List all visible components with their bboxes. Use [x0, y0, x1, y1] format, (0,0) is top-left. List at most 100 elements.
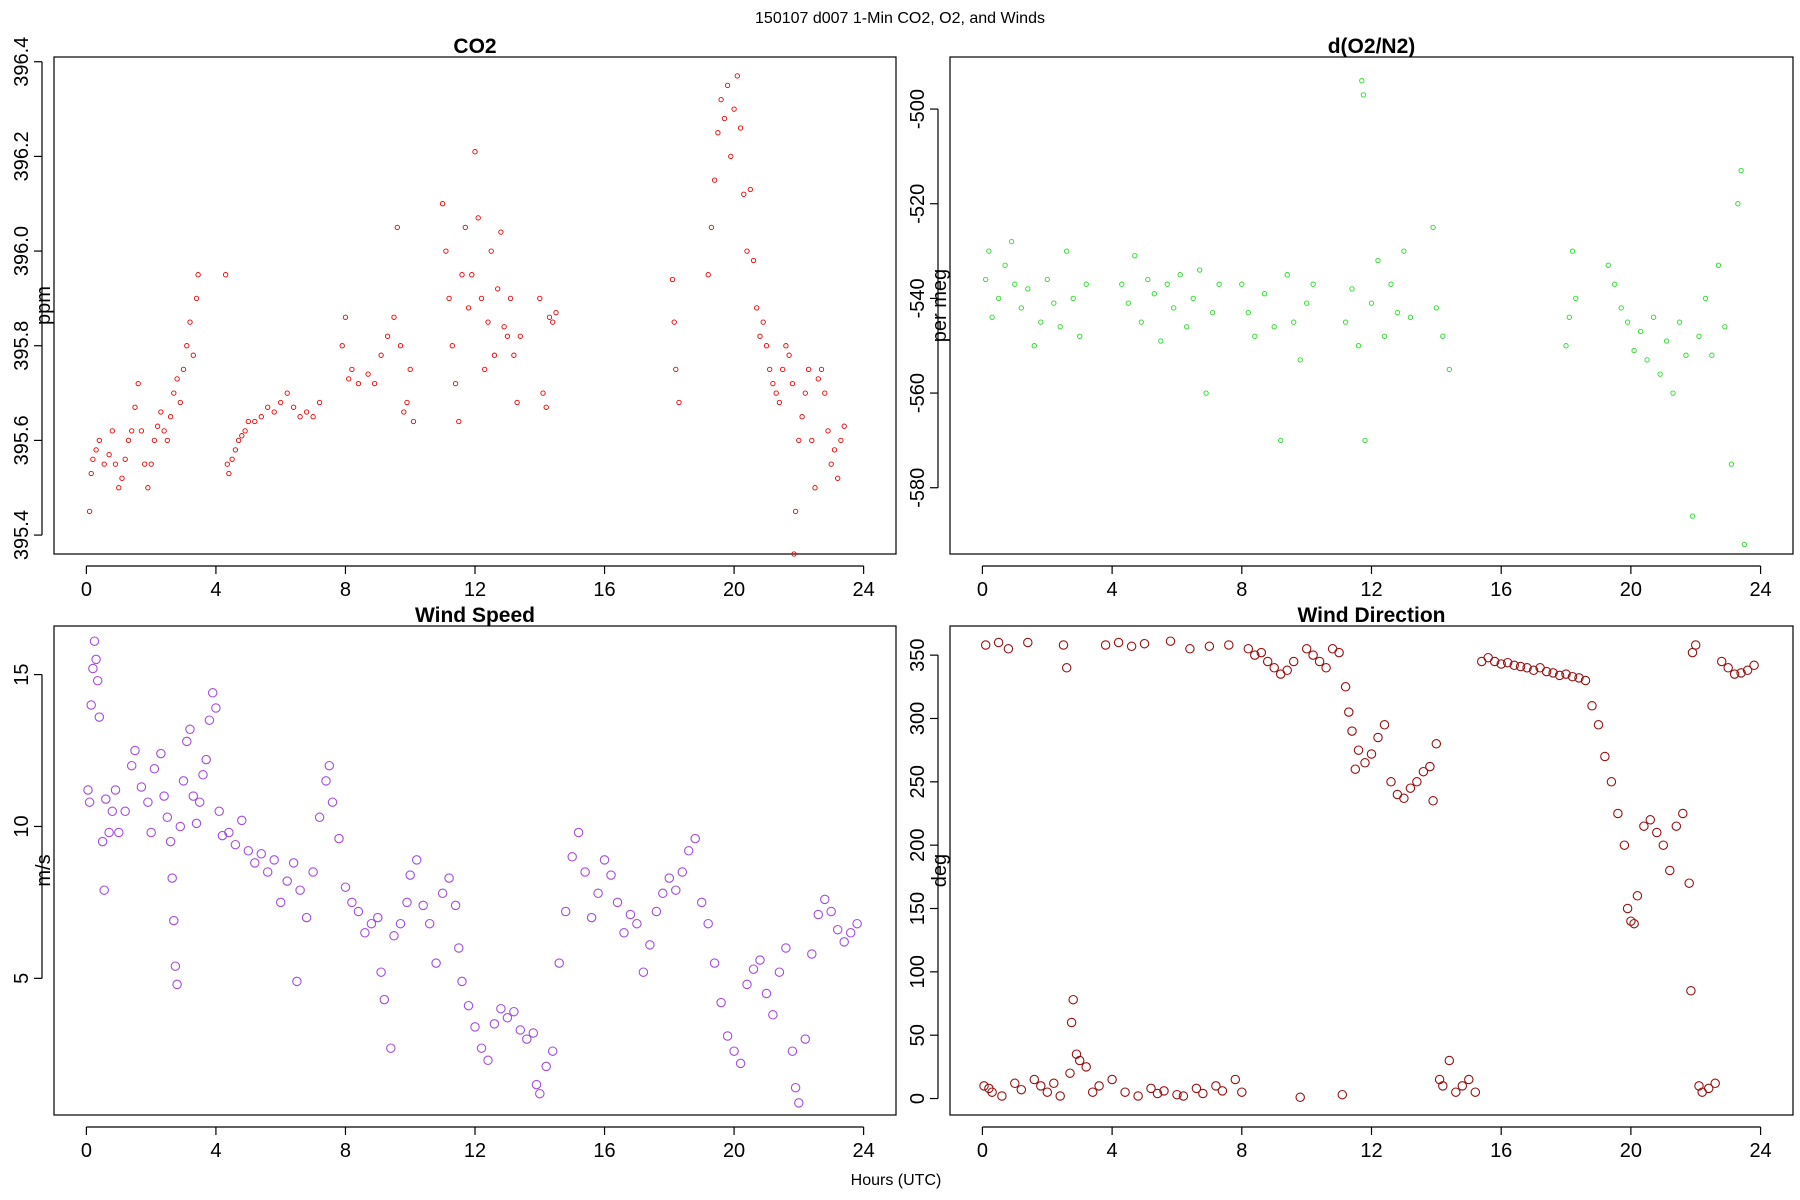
data-point	[1068, 994, 1078, 1005]
data-point	[1444, 1055, 1455, 1066]
data-point	[211, 703, 221, 713]
data-point	[1138, 319, 1144, 325]
data-point	[237, 815, 247, 826]
data-point	[424, 918, 435, 929]
data-point	[573, 827, 584, 838]
data-point	[162, 812, 173, 823]
data-point	[1379, 720, 1390, 730]
data-point	[1522, 663, 1532, 673]
data-point	[1381, 333, 1388, 339]
data-point	[825, 428, 831, 434]
data-point	[1081, 1062, 1091, 1072]
data-point	[119, 475, 125, 481]
data-point	[1038, 319, 1044, 325]
data-point	[812, 485, 818, 491]
data-point	[1741, 541, 1748, 548]
data-point	[151, 437, 158, 444]
data-point	[149, 764, 160, 774]
data-point	[395, 918, 406, 929]
data-point	[1671, 821, 1682, 831]
data-point	[815, 376, 821, 382]
data-point	[161, 428, 167, 434]
data-point	[222, 272, 229, 278]
data-point	[1566, 314, 1572, 320]
data-point	[1470, 1087, 1481, 1097]
data-point	[431, 958, 441, 968]
data-point	[1023, 637, 1033, 648]
data-point	[1496, 659, 1506, 669]
figure-title: 150107 d007 1-Min CO2, O2, and Winds	[755, 10, 1045, 27]
data-point	[243, 846, 254, 856]
data-point	[789, 380, 796, 387]
data-point	[120, 806, 130, 817]
data-point	[195, 272, 201, 278]
data-point	[365, 371, 371, 377]
y-tick-label: 395.8	[11, 321, 33, 371]
data-point	[791, 551, 797, 557]
data-point	[1375, 257, 1381, 264]
data-point	[207, 688, 218, 698]
data-point	[1002, 262, 1008, 268]
data-point	[509, 1006, 519, 1017]
data-point	[190, 352, 196, 358]
data-point	[353, 906, 364, 917]
data-point	[284, 390, 290, 396]
data-point	[465, 305, 472, 311]
data-point	[845, 928, 856, 938]
data-point	[550, 319, 556, 325]
data-point	[252, 418, 258, 425]
x-tick-label: 20	[723, 579, 745, 601]
panel-o2n2: d(O2/N2) 0 4 8 12 16 20 24 -580 -560 -540 -520 -500 p…	[907, 35, 1794, 601]
data-point	[191, 818, 202, 829]
y-tick-label: -520	[907, 184, 929, 224]
data-point	[1070, 295, 1076, 302]
data-point	[1044, 276, 1050, 283]
data-point	[1165, 636, 1176, 646]
plot-frame	[949, 625, 1794, 1116]
data-point	[664, 873, 675, 883]
data-point	[405, 870, 415, 880]
data-point	[709, 958, 720, 968]
data-point	[1031, 343, 1037, 349]
data-point	[983, 276, 989, 283]
data-point	[1736, 668, 1746, 678]
data-point	[1632, 891, 1643, 901]
data-point	[1083, 281, 1089, 287]
data-point	[1394, 309, 1401, 316]
data-point	[1464, 1074, 1474, 1085]
data-point	[1282, 665, 1292, 676]
data-point	[1631, 347, 1637, 354]
data-point	[148, 461, 154, 467]
data-point	[1245, 309, 1251, 316]
data-point	[360, 928, 370, 938]
data-point	[1010, 1078, 1020, 1089]
data-point	[1561, 669, 1571, 679]
data-point	[741, 191, 747, 197]
data-point	[768, 1010, 778, 1020]
data-point	[796, 437, 802, 444]
data-point	[142, 461, 148, 467]
x-tick-label: 24	[852, 579, 874, 601]
y-axis-label: ppm	[33, 286, 55, 325]
data-point	[498, 229, 504, 235]
data-point	[235, 437, 242, 444]
data-point	[394, 224, 400, 231]
data-point	[126, 760, 137, 771]
data-point	[1077, 333, 1083, 339]
data-point	[673, 366, 679, 373]
data-point	[671, 885, 681, 895]
data-point	[807, 949, 817, 959]
x-tick-label: 12	[1360, 579, 1382, 601]
data-point	[1337, 1089, 1348, 1100]
data-point	[747, 186, 753, 193]
data-point	[1703, 1083, 1714, 1094]
data-point	[290, 404, 297, 410]
data-point	[275, 897, 286, 908]
x-tick-label: 8	[1236, 1140, 1247, 1162]
data-point	[683, 846, 694, 856]
data-point	[145, 485, 151, 491]
data-point	[838, 437, 844, 444]
panel-title: CO2	[453, 35, 496, 58]
data-point	[204, 715, 215, 725]
data-point	[750, 257, 757, 264]
